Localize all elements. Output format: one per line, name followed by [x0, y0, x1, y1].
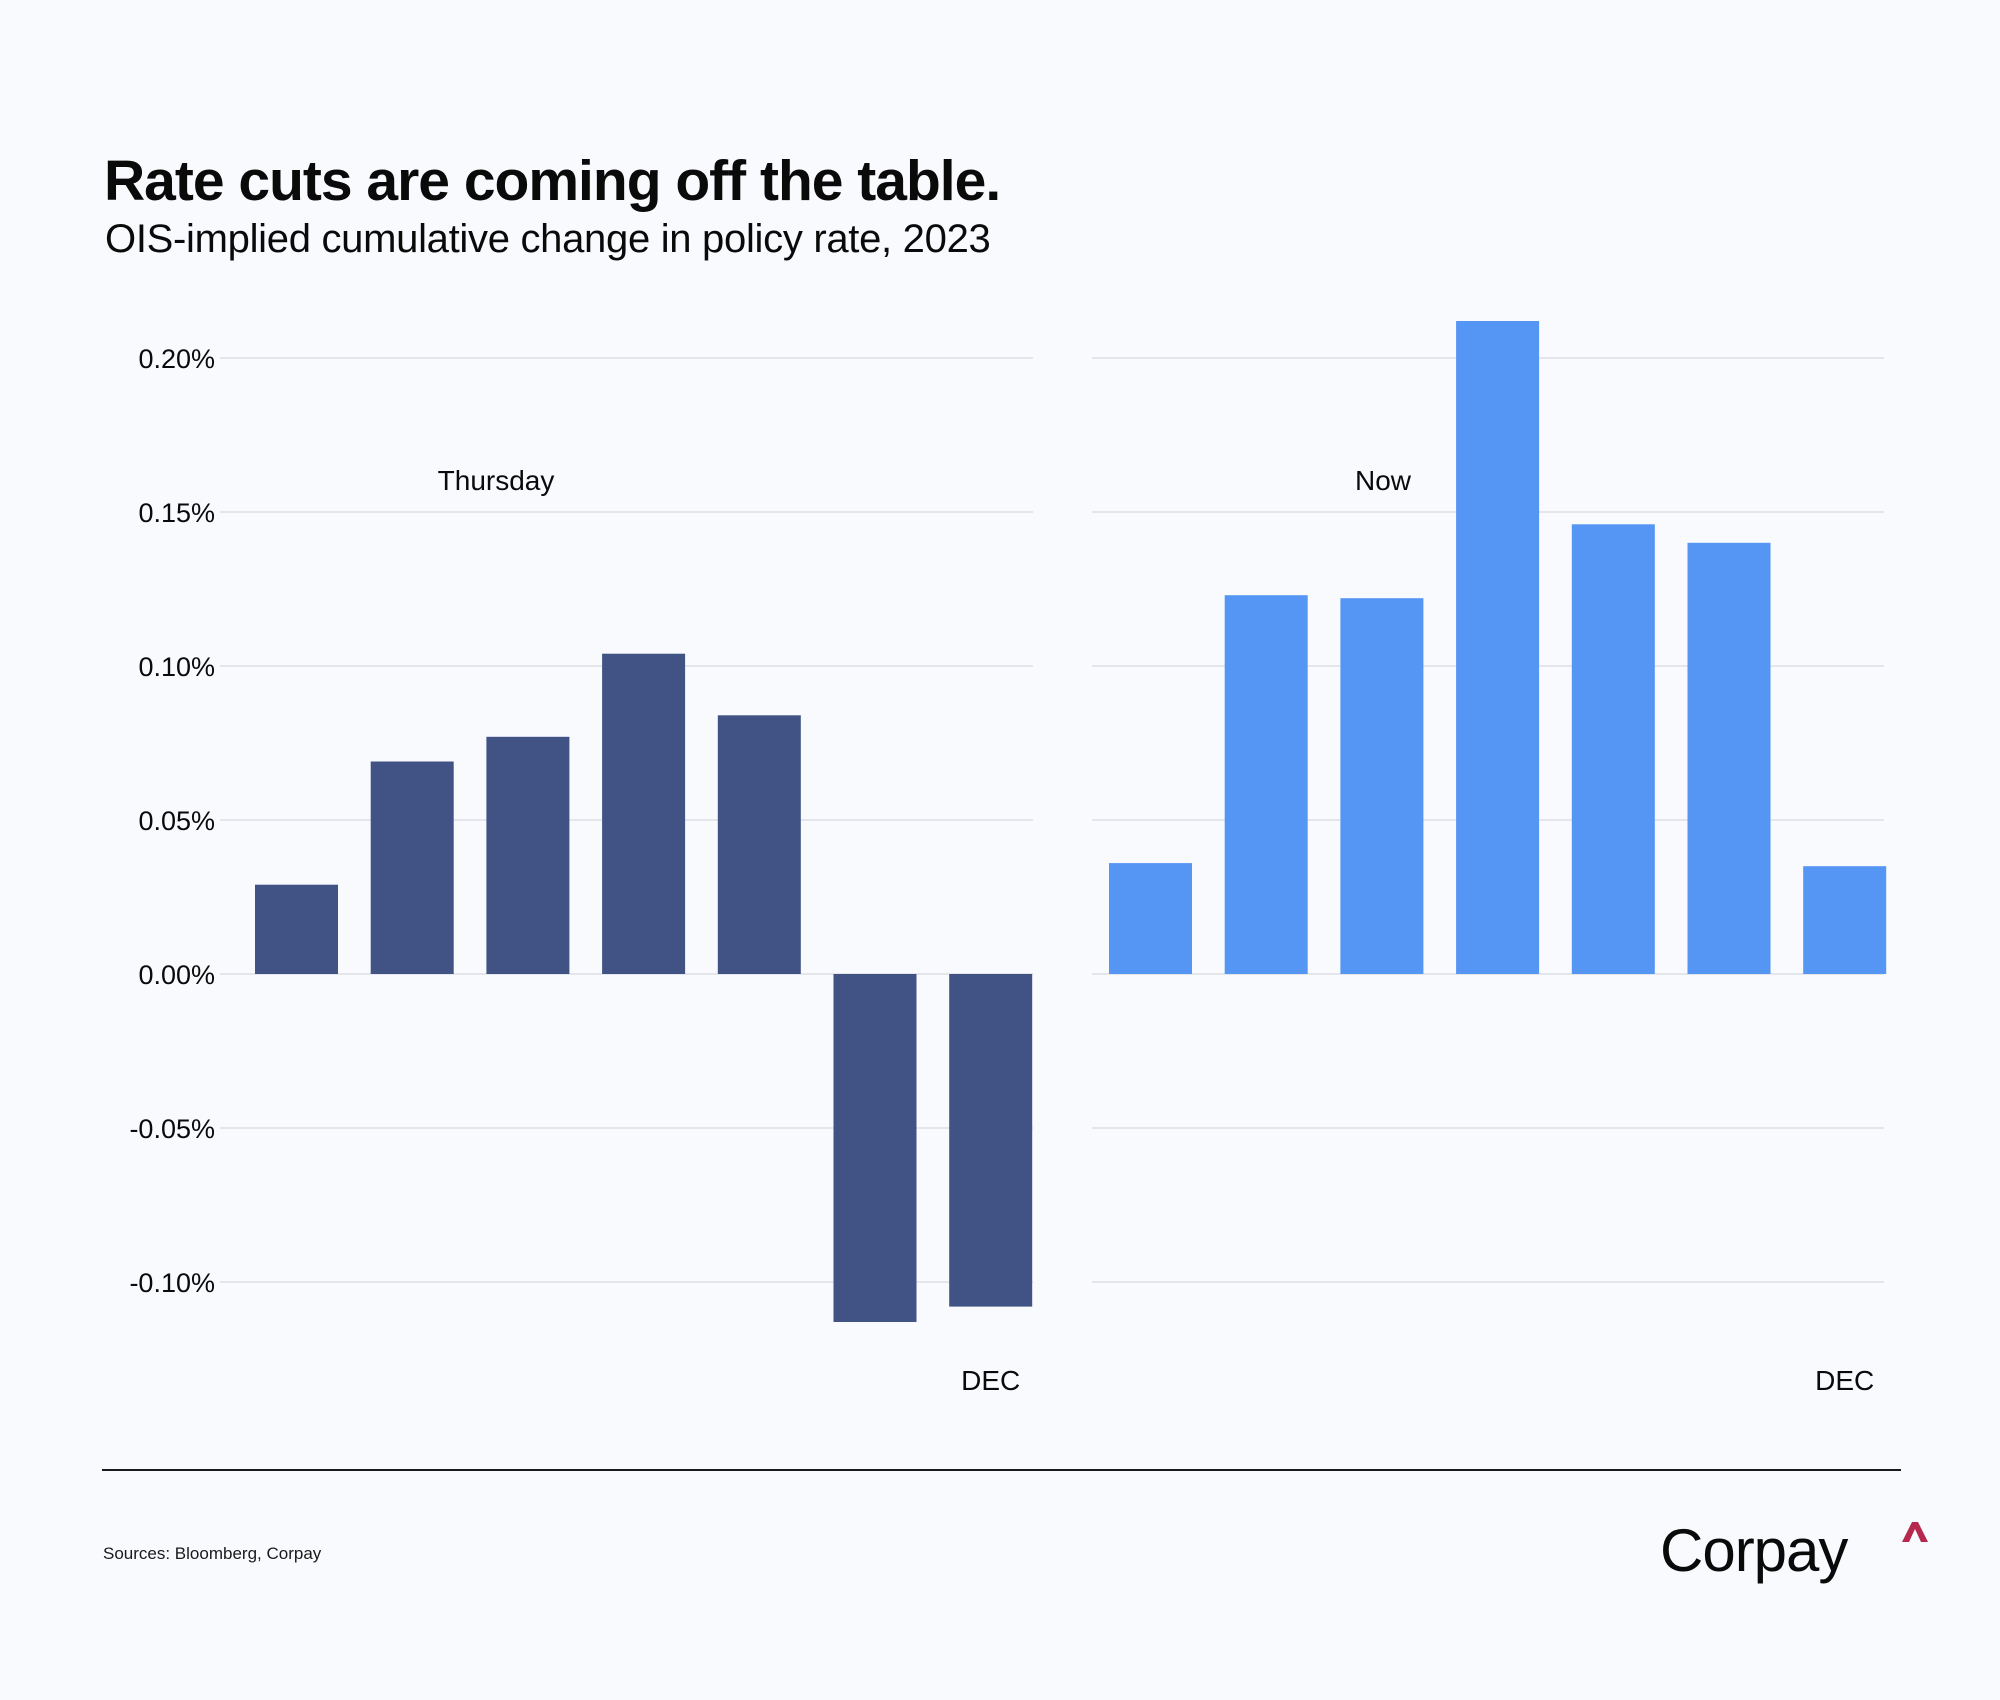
panel-now: Now DEC	[1092, 321, 1887, 1396]
corpay-logo: Corpay	[1660, 1516, 1928, 1586]
category-labels-thursday: DEC	[961, 1365, 1020, 1396]
x-category-label: DEC	[1815, 1365, 1874, 1396]
bar	[602, 653, 686, 974]
bar	[949, 974, 1033, 1307]
y-tick-label: 0.20%	[138, 344, 215, 374]
bar	[370, 761, 454, 974]
bars-thursday	[255, 653, 1033, 1322]
x-category-label: DEC	[961, 1365, 1020, 1396]
y-axis-tick-labels: 0.20% 0.15% 0.10% 0.05% 0.00% -0.05% -0.10%	[129, 344, 215, 1298]
chart-subtitle: OIS-implied cumulative change in policy …	[105, 217, 991, 261]
y-tick-label: 0.05%	[138, 806, 215, 836]
sources-note: Sources: Bloomberg, Corpay	[103, 1544, 322, 1563]
y-tick-label: 0.15%	[138, 498, 215, 528]
caret-up-icon	[1902, 1522, 1928, 1542]
bar	[1340, 598, 1424, 974]
footer-divider	[102, 1469, 1901, 1471]
logo-wordmark: Corpay	[1660, 1517, 1848, 1584]
bar	[717, 715, 801, 974]
panel-label-thursday: Thursday	[438, 465, 555, 496]
category-labels-now: DEC	[1815, 1365, 1874, 1396]
y-tick-label: -0.05%	[129, 1114, 215, 1144]
bar	[255, 884, 338, 974]
bars-now	[1109, 321, 1887, 974]
bar	[1224, 595, 1308, 974]
y-tick-label: 0.00%	[138, 960, 215, 990]
y-tick-label: -0.10%	[129, 1268, 215, 1298]
panel-thursday: Thursday DEC	[220, 357, 1033, 1396]
bar	[486, 736, 570, 974]
bar	[1687, 542, 1771, 974]
panel-label-now: Now	[1355, 465, 1412, 496]
bar	[1109, 863, 1192, 974]
bar	[1803, 866, 1887, 974]
bar	[833, 974, 917, 1322]
y-tick-label: 0.10%	[138, 652, 215, 682]
bar	[1571, 524, 1655, 974]
chart-title: Rate cuts are coming off the table.	[104, 149, 1001, 213]
bar	[1456, 321, 1540, 974]
